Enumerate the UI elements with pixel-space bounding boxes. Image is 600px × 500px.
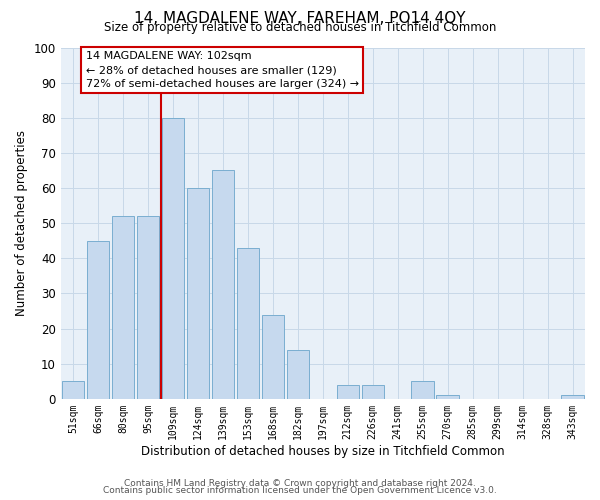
Text: Size of property relative to detached houses in Titchfield Common: Size of property relative to detached ho…: [104, 22, 496, 35]
Bar: [561, 396, 584, 399]
Bar: [236, 248, 259, 399]
Bar: [436, 396, 459, 399]
Text: Contains HM Land Registry data © Crown copyright and database right 2024.: Contains HM Land Registry data © Crown c…: [124, 478, 476, 488]
Bar: [287, 350, 309, 399]
Bar: [212, 170, 234, 399]
Text: 14, MAGDALENE WAY, FAREHAM, PO14 4QY: 14, MAGDALENE WAY, FAREHAM, PO14 4QY: [134, 11, 466, 26]
Bar: [262, 314, 284, 399]
Bar: [187, 188, 209, 399]
Bar: [337, 385, 359, 399]
Bar: [362, 385, 384, 399]
Text: Contains public sector information licensed under the Open Government Licence v3: Contains public sector information licen…: [103, 486, 497, 495]
Bar: [87, 240, 109, 399]
Bar: [412, 382, 434, 399]
Bar: [62, 382, 85, 399]
Text: 14 MAGDALENE WAY: 102sqm
← 28% of detached houses are smaller (129)
72% of semi-: 14 MAGDALENE WAY: 102sqm ← 28% of detach…: [86, 51, 359, 89]
X-axis label: Distribution of detached houses by size in Titchfield Common: Distribution of detached houses by size …: [141, 444, 505, 458]
Y-axis label: Number of detached properties: Number of detached properties: [15, 130, 28, 316]
Bar: [137, 216, 159, 399]
Bar: [112, 216, 134, 399]
Bar: [162, 118, 184, 399]
